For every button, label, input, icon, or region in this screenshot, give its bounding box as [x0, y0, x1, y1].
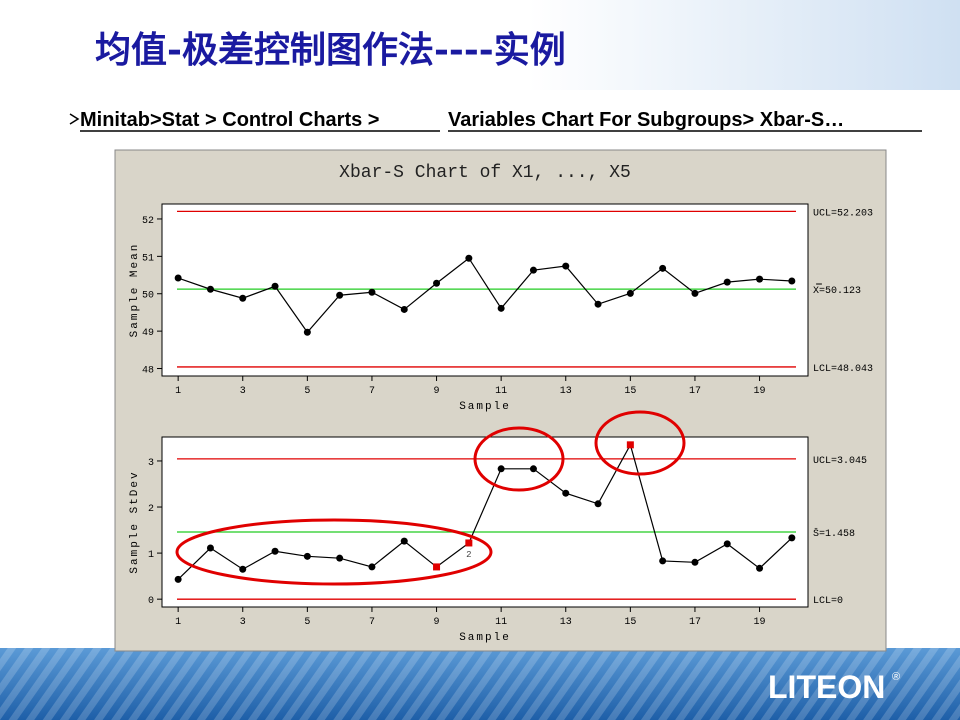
flagged-point	[465, 539, 473, 547]
data-point	[756, 275, 764, 283]
y-tick-label: 0	[148, 596, 154, 607]
data-point	[788, 277, 796, 285]
y-tick-label: 3	[148, 458, 154, 469]
y-axis-label: Sample StDev	[129, 470, 141, 573]
x-tick-label: 9	[434, 386, 440, 397]
data-point	[594, 300, 602, 308]
data-point	[497, 465, 505, 473]
data-line	[177, 443, 793, 580]
x-tick-label: 3	[240, 386, 246, 397]
data-point	[336, 554, 344, 562]
x-tick-label: 17	[689, 617, 701, 628]
flagged-point	[626, 441, 634, 449]
highlight-ellipse	[175, 518, 493, 586]
breadcrumb-part: Minitab>Stat > Control Charts >	[80, 109, 379, 131]
y-tick-label: 52	[142, 216, 154, 227]
data-point	[562, 262, 570, 270]
x-tick-label: 7	[369, 386, 375, 397]
y-axis-label: Sample Mean	[129, 243, 141, 338]
y-tick-label: 48	[142, 366, 154, 377]
bullet	[69, 113, 80, 125]
data-point	[723, 278, 731, 286]
x-tick-label: 11	[495, 386, 507, 397]
data-point	[303, 552, 311, 560]
breadcrumb-part: Variables Chart For Subgroups> Xbar-S…	[448, 109, 844, 131]
highlight-ellipse	[473, 426, 565, 492]
x-tick-label: 7	[369, 617, 375, 628]
data-point	[239, 294, 247, 302]
data-point	[400, 305, 408, 313]
data-point	[723, 540, 731, 548]
x-tick-label: 3	[240, 617, 246, 628]
data-point	[368, 563, 376, 571]
x-tick-label: 5	[304, 386, 310, 397]
x-tick-label: 19	[754, 386, 766, 397]
data-point	[594, 500, 602, 508]
logo-mark: ®	[892, 671, 900, 683]
data-point	[659, 264, 667, 272]
limit-label: UCL=52.203	[813, 208, 873, 219]
logo: LITEON	[768, 669, 885, 705]
x-tick-label: 1	[175, 617, 181, 628]
point-label: 2	[466, 550, 471, 560]
data-point	[206, 285, 214, 293]
highlight-ellipse	[594, 410, 686, 476]
x-axis-label: Sample	[459, 632, 511, 644]
data-point	[271, 282, 279, 290]
data-point	[271, 547, 279, 555]
limit-label: LCL=48.043	[813, 364, 873, 375]
data-point	[400, 537, 408, 545]
y-tick-label: 1	[148, 550, 154, 561]
data-point	[756, 564, 764, 572]
y-tick-label: 51	[142, 253, 154, 264]
x-tick-label: 9	[434, 617, 440, 628]
data-point	[529, 266, 537, 274]
y-tick-label: 50	[142, 291, 154, 302]
footer-stripes	[0, 648, 960, 720]
data-point	[691, 289, 699, 297]
x-tick-label: 15	[624, 386, 636, 397]
data-point	[626, 289, 634, 297]
limit-label: LCL=0	[813, 596, 843, 607]
data-point	[206, 544, 214, 552]
y-tick-label: 49	[142, 328, 154, 339]
plot-area	[161, 203, 809, 377]
x-tick-label: 11	[495, 617, 507, 628]
y-tick-label: 2	[148, 504, 154, 515]
x-tick-label: 15	[624, 617, 636, 628]
data-point	[239, 565, 247, 573]
data-point	[788, 534, 796, 542]
chart-title: Xbar-S Chart of X1, ..., X5	[339, 163, 631, 183]
data-point	[174, 575, 182, 583]
data-point	[433, 279, 441, 287]
data-point	[465, 254, 473, 262]
x-tick-label: 1	[175, 386, 181, 397]
data-point	[368, 288, 376, 296]
x-tick-label: 17	[689, 386, 701, 397]
data-line	[177, 257, 792, 334]
data-point	[691, 558, 699, 566]
data-point	[303, 328, 311, 336]
limit-label: UCL=3.045	[813, 456, 867, 467]
slide-title: 均值-极差控制图作法----实例	[95, 29, 566, 71]
data-point	[174, 274, 182, 282]
data-point	[336, 291, 344, 299]
limit-label: S̄=1.458	[813, 527, 855, 540]
header-band	[0, 0, 960, 90]
x-axis-label: Sample	[459, 401, 511, 413]
flagged-point	[433, 563, 441, 571]
data-point	[659, 557, 667, 565]
limit-label: X̿=50.123	[813, 283, 861, 297]
data-point	[497, 304, 505, 312]
x-tick-label: 13	[560, 386, 572, 397]
x-tick-label: 19	[754, 617, 766, 628]
x-tick-label: 5	[304, 617, 310, 628]
data-point	[529, 465, 537, 473]
data-point	[562, 489, 570, 497]
x-tick-label: 13	[560, 617, 572, 628]
